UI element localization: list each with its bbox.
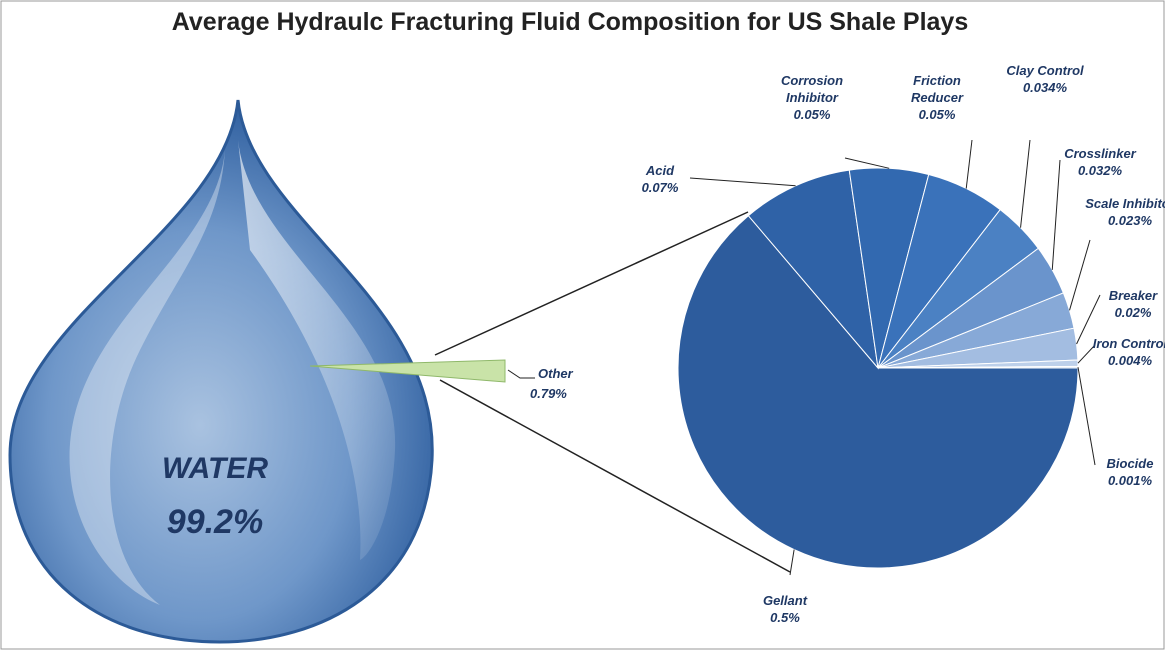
water-label: WATER	[162, 452, 268, 485]
slice-value: 0.004%	[1107, 353, 1153, 368]
leader-line	[1051, 159, 1061, 270]
slice-label: Clay Control 0.034%	[995, 62, 1095, 96]
slice-name: Gellant	[762, 593, 808, 608]
leader-line	[1077, 344, 1096, 364]
slice-name: Corrosion Inhibitor	[780, 73, 844, 105]
leader-line	[1076, 294, 1101, 345]
slice-name: Breaker	[1108, 288, 1158, 303]
slice-name: Clay Control	[1006, 63, 1084, 78]
slice-value: 0.023%	[1107, 213, 1153, 228]
slice-label: Crosslinker 0.032%	[1050, 145, 1150, 179]
leader-line	[689, 177, 796, 187]
slice-name: Friction Reducer	[910, 73, 964, 105]
other-label: Other	[538, 366, 574, 381]
leader-line	[1077, 367, 1096, 466]
connector	[434, 211, 749, 356]
water-value: 99.2%	[167, 503, 263, 541]
slice-value: 0.001%	[1107, 473, 1153, 488]
slice-label: Biocide 0.001%	[1080, 455, 1165, 489]
leader-line	[965, 139, 973, 189]
slice-label: Acid 0.07%	[610, 162, 710, 196]
leader-line	[789, 549, 795, 576]
slice-name: Biocide	[1106, 456, 1154, 471]
water-drop-shape	[8, 99, 434, 644]
slice-name: Crosslinker	[1064, 146, 1136, 161]
slice-value: 0.034%	[1022, 80, 1068, 95]
slice-name: Scale Inhibitor	[1085, 196, 1165, 211]
leader-line	[507, 369, 535, 379]
chart-title: Average Hydraulc Fracturing Fluid Compos…	[172, 8, 968, 36]
leader-line	[1069, 239, 1091, 311]
slice-value: 0.05%	[918, 107, 956, 122]
pie-slice	[677, 215, 1079, 569]
highlight	[238, 140, 396, 560]
slice-label: Corrosion Inhibitor 0.05%	[762, 72, 862, 123]
slice-value: 0.5%	[770, 610, 800, 625]
slice-name: Acid	[645, 163, 675, 178]
highlight	[69, 150, 225, 605]
leader-line	[844, 157, 890, 169]
other-value: 0.79%	[530, 386, 567, 401]
slice-label: Iron Control 0.004%	[1080, 335, 1165, 369]
slice-value: 0.07%	[641, 180, 679, 195]
other-wedge	[309, 359, 506, 383]
water-drop	[8, 99, 434, 644]
slice-label: Scale Inhibitor 0.023%	[1080, 195, 1165, 229]
slice-value: 0.032%	[1077, 163, 1123, 178]
leader-line	[1020, 139, 1031, 228]
slice-label: Breaker 0.02%	[1083, 287, 1165, 321]
slice-name: Iron Control	[1092, 336, 1165, 351]
slice-label: Friction Reducer 0.05%	[887, 72, 987, 123]
slice-value: 0.05%	[793, 107, 831, 122]
slice-value: 0.02%	[1114, 305, 1152, 320]
connector	[439, 379, 791, 573]
slice-label: Gellant 0.5%	[735, 592, 835, 626]
